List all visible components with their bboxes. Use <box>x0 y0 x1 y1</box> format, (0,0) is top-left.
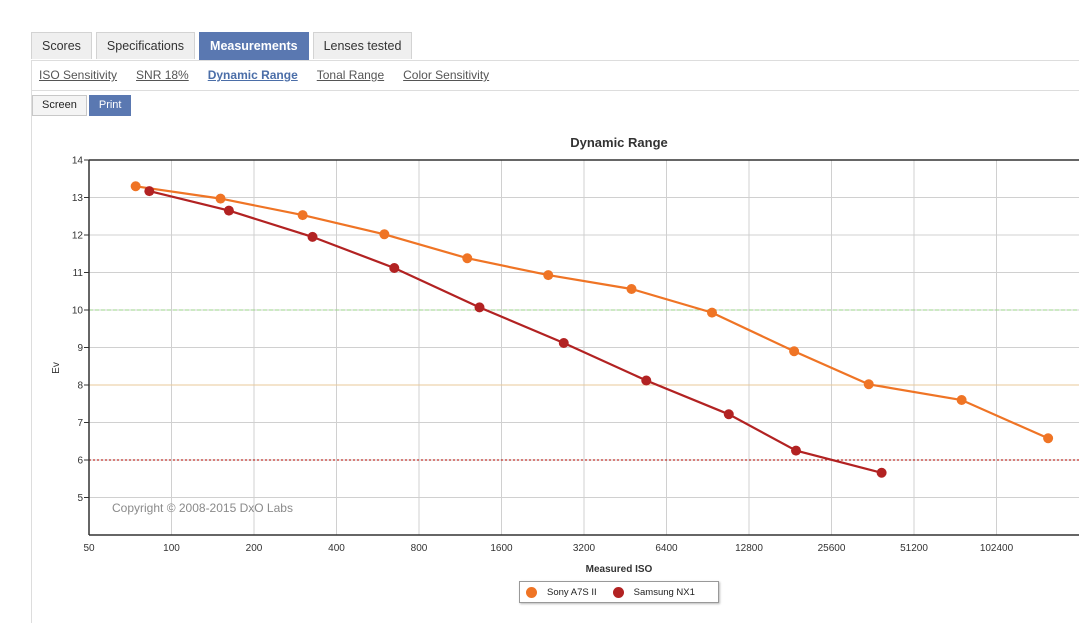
data-point-samsung-nx1[interactable] <box>876 467 887 478</box>
data-point-sony-a7s-ii[interactable] <box>379 229 390 240</box>
tab-lenses-tested[interactable]: Lenses tested <box>312 32 413 59</box>
legend-item-samsung[interactable]: Samsung NX1 <box>612 586 695 598</box>
series-line-sony-a7s-ii <box>135 185 1049 440</box>
tab-measurements[interactable]: Measurements <box>199 32 309 60</box>
legend-item-sony[interactable]: Sony A7S II <box>526 586 597 598</box>
x-tick-label: 1600 <box>490 543 513 554</box>
subnav-iso-sensitivity[interactable]: ISO Sensitivity <box>39 68 118 82</box>
data-point-sony-a7s-ii[interactable] <box>215 193 226 204</box>
x-tick-label: 51200 <box>900 543 928 554</box>
legend-label-samsung: Samsung NX1 <box>633 586 695 598</box>
screen-button[interactable]: Screen <box>32 95 87 116</box>
data-point-samsung-nx1[interactable] <box>723 409 734 420</box>
copyright-label: Copyright © 2008-2015 DxO Labs <box>112 501 293 515</box>
data-point-sony-a7s-ii[interactable] <box>626 284 637 294</box>
tab-specifications[interactable]: Specifications <box>95 32 196 59</box>
x-tick-label: 400 <box>328 543 345 554</box>
y-axis-label: Ev <box>51 362 62 374</box>
y-tick-label: 8 <box>77 381 83 392</box>
y-tick-label: 5 <box>77 493 83 504</box>
data-point-samsung-nx1[interactable] <box>641 375 652 386</box>
x-tick-label: 3200 <box>573 543 596 554</box>
x-tick-label: 50 <box>83 543 95 554</box>
y-tick-label: 11 <box>73 268 84 279</box>
mode-toggle: Screen Print <box>32 95 133 116</box>
chart-series <box>130 181 1054 478</box>
tab-scores[interactable]: Scores <box>31 32 92 59</box>
x-tick-label: 25600 <box>818 543 846 554</box>
chart-axes: 5 6 7 8 9 10 11 12 13 14 50 100 200 400 800 1600 3200 640… <box>72 156 1079 554</box>
x-tick-label: 102400 <box>980 543 1014 554</box>
y-tick-label: 10 <box>72 306 84 317</box>
chart-grid <box>89 159 1079 535</box>
data-point-samsung-nx1[interactable] <box>558 338 569 348</box>
subnav-tonal-range[interactable]: Tonal Range <box>316 68 385 82</box>
data-point-samsung-nx1[interactable] <box>791 445 802 456</box>
legend-dot-sony <box>526 586 537 598</box>
data-point-sony-a7s-ii[interactable] <box>956 395 967 405</box>
data-point-samsung-nx1[interactable] <box>389 263 400 273</box>
data-point-sony-a7s-ii[interactable] <box>863 379 874 390</box>
chart-title: Dynamic Range <box>570 135 668 150</box>
x-axis-label: Measured ISO <box>586 564 653 575</box>
content-border <box>31 60 32 623</box>
data-point-sony-a7s-ii[interactable] <box>543 270 554 281</box>
data-point-sony-a7s-ii[interactable] <box>1043 433 1054 444</box>
chart-legend: Sony A7S II Samsung NX1 <box>519 581 719 603</box>
subnav-color-sensitivity[interactable]: Color Sensitivity <box>403 68 490 82</box>
y-tick-label: 6 <box>77 456 83 467</box>
y-tick-label: 12 <box>72 231 84 242</box>
reference-lines <box>89 309 1079 461</box>
x-tick-label: 100 <box>163 543 180 554</box>
legend-label-sony: Sony A7S II <box>547 586 597 598</box>
data-point-sony-a7s-ii[interactable] <box>707 307 718 318</box>
print-button[interactable]: Print <box>88 95 132 116</box>
y-tick-label: 9 <box>77 343 83 354</box>
main-tabs: Scores Specifications Measurements Lense… <box>31 32 416 60</box>
data-point-sony-a7s-ii[interactable] <box>789 346 800 357</box>
x-tick-label: 12800 <box>735 543 763 554</box>
data-point-samsung-nx1[interactable] <box>223 205 234 216</box>
x-tick-label: 200 <box>246 543 263 554</box>
y-tick-label: 7 <box>77 418 83 429</box>
legend-dot-samsung <box>612 586 624 598</box>
data-point-sony-a7s-ii[interactable] <box>462 253 473 264</box>
data-point-sony-a7s-ii[interactable] <box>130 181 141 192</box>
measurement-subnav: ISO Sensitivity SNR 18% Dynamic Range To… <box>39 68 508 82</box>
tab-divider <box>31 60 1079 61</box>
x-tick-label: 6400 <box>655 543 678 554</box>
series-line-samsung-nx1 <box>149 190 882 474</box>
subnav-divider <box>31 90 1079 91</box>
y-tick-label: 14 <box>72 156 84 167</box>
data-point-samsung-nx1[interactable] <box>307 231 318 242</box>
x-tick-label: 800 <box>411 543 428 554</box>
subnav-dynamic-range[interactable]: Dynamic Range <box>207 68 298 82</box>
data-point-samsung-nx1[interactable] <box>474 302 485 313</box>
subnav-snr-18[interactable]: SNR 18% <box>136 68 189 82</box>
data-point-sony-a7s-ii[interactable] <box>297 210 308 221</box>
y-tick-label: 13 <box>72 193 84 204</box>
data-point-samsung-nx1[interactable] <box>144 186 155 197</box>
